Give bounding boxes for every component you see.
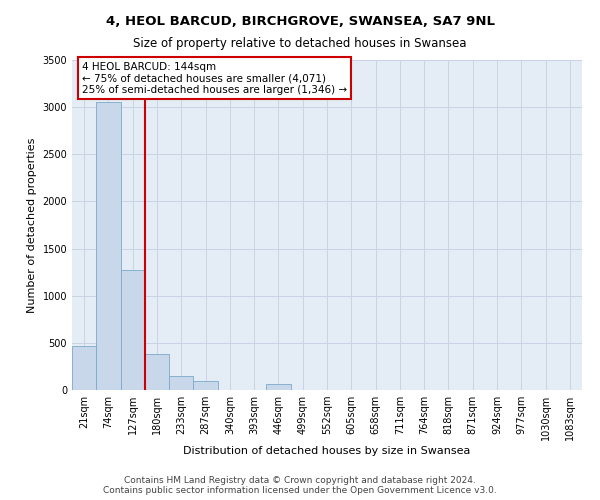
Bar <box>121 270 145 390</box>
Bar <box>266 384 290 390</box>
Bar <box>145 354 169 390</box>
Text: 4 HEOL BARCUD: 144sqm
← 75% of detached houses are smaller (4,071)
25% of semi-d: 4 HEOL BARCUD: 144sqm ← 75% of detached … <box>82 62 347 95</box>
Bar <box>96 102 121 390</box>
X-axis label: Distribution of detached houses by size in Swansea: Distribution of detached houses by size … <box>184 446 470 456</box>
Text: 4, HEOL BARCUD, BIRCHGROVE, SWANSEA, SA7 9NL: 4, HEOL BARCUD, BIRCHGROVE, SWANSEA, SA7… <box>106 15 494 28</box>
Bar <box>193 380 218 390</box>
Y-axis label: Number of detached properties: Number of detached properties <box>27 138 37 312</box>
Bar <box>72 346 96 390</box>
Bar <box>169 376 193 390</box>
Text: Contains HM Land Registry data © Crown copyright and database right 2024.
Contai: Contains HM Land Registry data © Crown c… <box>103 476 497 495</box>
Text: Size of property relative to detached houses in Swansea: Size of property relative to detached ho… <box>133 38 467 51</box>
